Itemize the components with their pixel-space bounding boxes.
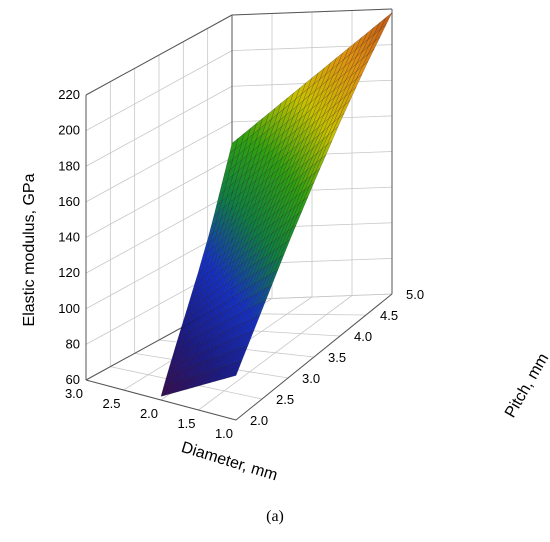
axis-grid [85,8,393,421]
z-tick-label: 140 [58,230,80,245]
y-tick-label: 4.0 [354,329,372,344]
axis-edge [85,14,233,96]
x-tick-label: 3.0 [65,386,83,401]
y-axis-title: Pitch, mm [502,351,550,421]
x-tick-label: 1.5 [177,416,195,431]
axis-edge [235,293,393,421]
z-tick-label: 180 [58,158,80,173]
surface [160,12,393,397]
x-axis-title: Diameter, mm [179,439,279,484]
y-tick-label: 4.5 [380,308,398,323]
y-tick-label: 3.5 [328,350,346,365]
z-tick-label: 80 [66,336,80,351]
axis-edge [231,8,393,16]
x-tick-label: 2.5 [102,396,120,411]
z-tick-label: 220 [58,87,80,102]
y-tick-label: 5.0 [406,287,424,302]
z-tick-label: 100 [58,301,80,316]
y-tick-label: 2.0 [250,413,268,428]
y-tick-label: 3.0 [302,371,320,386]
z-tick-label: 160 [58,194,80,209]
surface-cell [232,360,243,377]
z-tick-label: 200 [58,123,80,138]
x-tick-label: 2.0 [140,406,158,421]
z-tick-label: 60 [66,372,80,387]
x-tick-label: 1.0 [215,426,233,441]
tick-labels: 60 80 100 120 140 160 180 200 220 3.0 2.5 2.0 1.5 1.0… [58,87,424,441]
y-tick-label: 2.5 [276,392,294,407]
z-tick-label: 120 [58,265,80,280]
z-axis-title: Elastic modulus, GPa [21,173,38,326]
panel-label: (a) [266,508,284,525]
axis-edge [85,379,237,421]
